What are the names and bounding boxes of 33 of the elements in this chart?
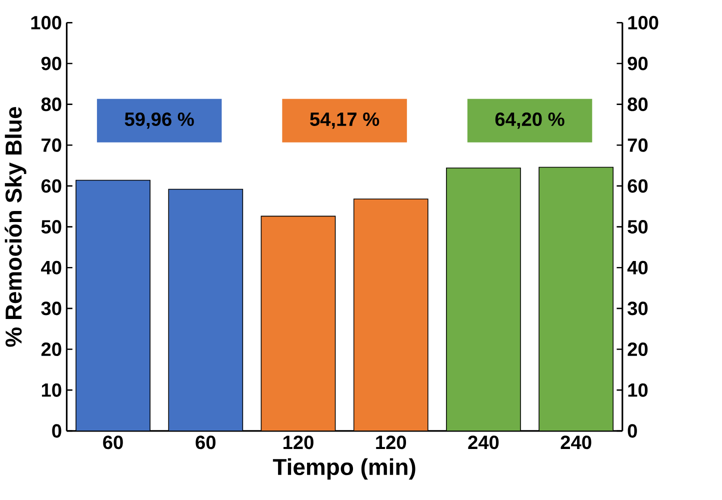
y-tick-label: 0 <box>52 424 62 438</box>
y2-tick-label: 90 <box>628 56 648 70</box>
y2-tick-label: 100 <box>628 16 658 30</box>
y-tick-label: 80 <box>41 98 62 112</box>
x-tick-label: 240 <box>468 436 499 450</box>
annotation: 54,17 % <box>310 112 380 129</box>
annotation: 59,96 % <box>124 112 194 129</box>
x-tick-label: 240 <box>560 436 592 450</box>
y2-tick-label: 60 <box>628 179 648 193</box>
y-tick-label: 60 <box>41 179 62 193</box>
x-tick-label: 120 <box>284 436 314 450</box>
y-tick-label: 40 <box>41 260 62 274</box>
x-tick-label: 120 <box>376 436 406 450</box>
x-tick-label: 60 <box>196 436 216 450</box>
y-tick-label: 90 <box>41 56 62 70</box>
y2-tick-label: 10 <box>628 383 648 397</box>
y-tick-label: 50 <box>41 220 62 234</box>
y2-tick-label: 20 <box>628 342 648 356</box>
y-tick-label: 20 <box>41 342 62 356</box>
y2-tick-label: 40 <box>627 260 648 274</box>
y2-tick-label: 70 <box>628 138 648 152</box>
y2-tick-label: 0 <box>628 424 637 438</box>
y2-tick-label: 30 <box>628 302 648 316</box>
y-tick-label: 100 <box>31 16 62 30</box>
y-tick-label: 30 <box>41 302 62 316</box>
x-tick-label: 60 <box>103 436 123 450</box>
y-tick-label: 70 <box>42 138 62 152</box>
annotation: 64,20 % <box>495 112 564 129</box>
y-axis-title: % Remoción Sky Blue <box>4 106 26 347</box>
y2-tick-label: 80 <box>628 98 648 112</box>
x-axis-title: Tiempo (min) <box>272 458 416 480</box>
y2-tick-label: 50 <box>628 220 648 234</box>
y-tick-label: 10 <box>42 383 62 397</box>
